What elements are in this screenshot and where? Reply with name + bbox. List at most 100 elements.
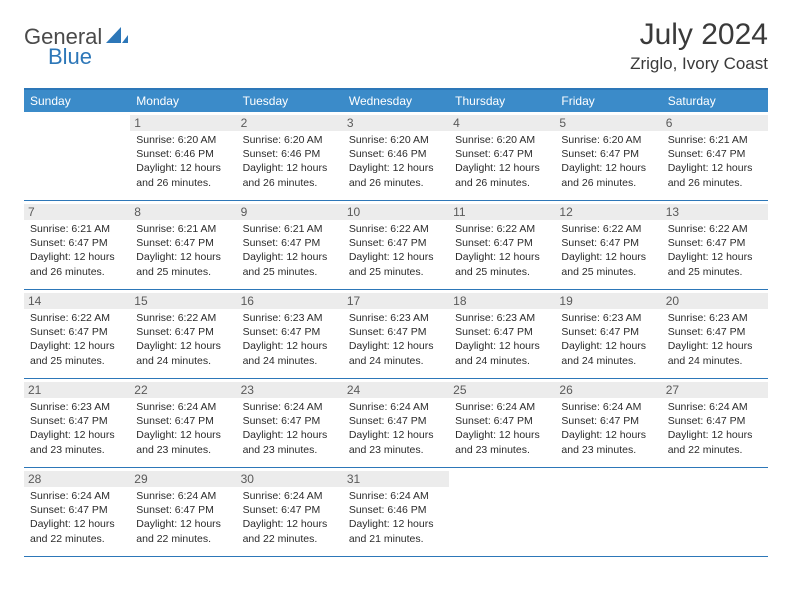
day-cell: 5Sunrise: 6:20 AMSunset: 6:47 PMDaylight… xyxy=(555,112,661,200)
day-number: 27 xyxy=(662,382,768,398)
day-cell: 9Sunrise: 6:21 AMSunset: 6:47 PMDaylight… xyxy=(237,201,343,289)
sunrise-text: Sunrise: 6:22 AM xyxy=(30,311,124,325)
day-number: 18 xyxy=(449,293,555,309)
sunset-text: Sunset: 6:47 PM xyxy=(668,325,762,339)
day-number: 3 xyxy=(343,115,449,131)
sunset-text: Sunset: 6:47 PM xyxy=(243,414,337,428)
sunset-text: Sunset: 6:47 PM xyxy=(30,325,124,339)
sunset-text: Sunset: 6:47 PM xyxy=(668,236,762,250)
day-number: 5 xyxy=(555,115,661,131)
sunset-text: Sunset: 6:47 PM xyxy=(455,414,549,428)
day-number: 31 xyxy=(343,471,449,487)
day-number: 25 xyxy=(449,382,555,398)
day-number: 23 xyxy=(237,382,343,398)
sunrise-text: Sunrise: 6:24 AM xyxy=(561,400,655,414)
day-cell: 7Sunrise: 6:21 AMSunset: 6:47 PMDaylight… xyxy=(24,201,130,289)
day-cell: 28Sunrise: 6:24 AMSunset: 6:47 PMDayligh… xyxy=(24,468,130,556)
day-cell: 17Sunrise: 6:23 AMSunset: 6:47 PMDayligh… xyxy=(343,290,449,378)
day-header-thursday: Thursday xyxy=(449,90,555,112)
daylight-text: Daylight: 12 hours and 22 minutes. xyxy=(30,517,124,545)
sunset-text: Sunset: 6:46 PM xyxy=(349,503,443,517)
sunrise-text: Sunrise: 6:24 AM xyxy=(243,400,337,414)
daylight-text: Daylight: 12 hours and 25 minutes. xyxy=(668,250,762,278)
daylight-text: Daylight: 12 hours and 22 minutes. xyxy=(243,517,337,545)
sunrise-text: Sunrise: 6:23 AM xyxy=(455,311,549,325)
calendar: Sunday Monday Tuesday Wednesday Thursday… xyxy=(24,88,768,557)
sunrise-text: Sunrise: 6:20 AM xyxy=(243,133,337,147)
day-cell: 26 Sunrise: 6:24 AMSunset: 6:47 PMDayligh… xyxy=(555,379,661,467)
daylight-text: Daylight: 12 hours and 23 minutes. xyxy=(561,428,655,456)
day-number: 10 xyxy=(343,204,449,220)
day-cell: 16Sunrise: 6:23 AMSunset: 6:47 PMDayligh… xyxy=(237,290,343,378)
sunrise-text: Sunrise: 6:22 AM xyxy=(668,222,762,236)
sunset-text: Sunset: 6:47 PM xyxy=(349,325,443,339)
day-header-wednesday: Wednesday xyxy=(343,90,449,112)
day-number: 12 xyxy=(555,204,661,220)
day-number: 30 xyxy=(237,471,343,487)
location: Zriglo, Ivory Coast xyxy=(630,54,768,74)
day-cell: 24Sunrise: 6:24 AMSunset: 6:47 PMDayligh… xyxy=(343,379,449,467)
day-cell xyxy=(662,468,768,556)
day-cell: 3 Sunrise: 6:20 AMSunset: 6:46 PMDaylight… xyxy=(343,112,449,200)
sunset-text: Sunset: 6:47 PM xyxy=(136,325,230,339)
daylight-text: Daylight: 12 hours and 26 minutes. xyxy=(243,161,337,189)
daylight-text: Daylight: 12 hours and 24 minutes. xyxy=(243,339,337,367)
day-cell: 8Sunrise: 6:21 AMSunset: 6:47 PMDaylight… xyxy=(130,201,236,289)
day-cell: 18Sunrise: 6:23 AMSunset: 6:47 PMDayligh… xyxy=(449,290,555,378)
day-number: 28 xyxy=(24,471,130,487)
week-row: 1Sunrise: 6:20 AMSunset: 6:46 PMDaylight… xyxy=(24,112,768,201)
day-cell: 23Sunrise: 6:24 AMSunset: 6:47 PMDayligh… xyxy=(237,379,343,467)
day-number: 26 xyxy=(555,382,661,398)
sunrise-text: Sunrise: 6:22 AM xyxy=(136,311,230,325)
day-cell xyxy=(24,112,130,200)
day-cell: 25 Sunrise: 6:24 AMSunset: 6:47 PMDayligh… xyxy=(449,379,555,467)
day-cell: 15Sunrise: 6:22 AMSunset: 6:47 PMDayligh… xyxy=(130,290,236,378)
day-cell: 22Sunrise: 6:24 AMSunset: 6:47 PMDayligh… xyxy=(130,379,236,467)
daylight-text: Daylight: 12 hours and 26 minutes. xyxy=(561,161,655,189)
sunrise-text: Sunrise: 6:20 AM xyxy=(455,133,549,147)
sunrise-text: Sunrise: 6:24 AM xyxy=(455,400,549,414)
sunrise-text: Sunrise: 6:21 AM xyxy=(668,133,762,147)
weeks-container: 1Sunrise: 6:20 AMSunset: 6:46 PMDaylight… xyxy=(24,112,768,557)
day-cell: 10Sunrise: 6:22 AMSunset: 6:47 PMDayligh… xyxy=(343,201,449,289)
daylight-text: Daylight: 12 hours and 23 minutes. xyxy=(455,428,549,456)
sunset-text: Sunset: 6:47 PM xyxy=(561,414,655,428)
sunset-text: Sunset: 6:46 PM xyxy=(136,147,230,161)
sunrise-text: Sunrise: 6:20 AM xyxy=(349,133,443,147)
sunset-text: Sunset: 6:46 PM xyxy=(349,147,443,161)
day-number: 17 xyxy=(343,293,449,309)
daylight-text: Daylight: 12 hours and 24 minutes. xyxy=(668,339,762,367)
sunset-text: Sunset: 6:47 PM xyxy=(30,414,124,428)
daylight-text: Daylight: 12 hours and 26 minutes. xyxy=(349,161,443,189)
daylight-text: Daylight: 12 hours and 23 minutes. xyxy=(349,428,443,456)
daylight-text: Daylight: 12 hours and 25 minutes. xyxy=(349,250,443,278)
sunrise-text: Sunrise: 6:24 AM xyxy=(136,489,230,503)
day-cell: 27Sunrise: 6:24 AMSunset: 6:47 PMDayligh… xyxy=(662,379,768,467)
day-cell: 2Sunrise: 6:20 AMSunset: 6:46 PMDaylight… xyxy=(237,112,343,200)
sunrise-text: Sunrise: 6:21 AM xyxy=(136,222,230,236)
day-header-monday: Monday xyxy=(130,90,236,112)
day-number: 22 xyxy=(130,382,236,398)
month-title: July 2024 xyxy=(630,18,768,52)
day-number: 20 xyxy=(662,293,768,309)
week-row: 28Sunrise: 6:24 AMSunset: 6:47 PMDayligh… xyxy=(24,468,768,557)
day-number: 14 xyxy=(24,293,130,309)
day-cell xyxy=(449,468,555,556)
sunrise-text: Sunrise: 6:24 AM xyxy=(30,489,124,503)
day-header-saturday: Saturday xyxy=(662,90,768,112)
week-row: 21Sunrise: 6:23 AMSunset: 6:47 PMDayligh… xyxy=(24,379,768,468)
daylight-text: Daylight: 12 hours and 25 minutes. xyxy=(30,339,124,367)
day-cell: 21Sunrise: 6:23 AMSunset: 6:47 PMDayligh… xyxy=(24,379,130,467)
sunset-text: Sunset: 6:47 PM xyxy=(136,503,230,517)
day-header-row: Sunday Monday Tuesday Wednesday Thursday… xyxy=(24,90,768,112)
sunrise-text: Sunrise: 6:24 AM xyxy=(349,489,443,503)
day-number: 13 xyxy=(662,204,768,220)
daylight-text: Daylight: 12 hours and 25 minutes. xyxy=(561,250,655,278)
daylight-text: Daylight: 12 hours and 26 minutes. xyxy=(30,250,124,278)
sunrise-text: Sunrise: 6:21 AM xyxy=(243,222,337,236)
daylight-text: Daylight: 12 hours and 23 minutes. xyxy=(30,428,124,456)
daylight-text: Daylight: 12 hours and 25 minutes. xyxy=(243,250,337,278)
sunrise-text: Sunrise: 6:20 AM xyxy=(136,133,230,147)
daylight-text: Daylight: 12 hours and 22 minutes. xyxy=(136,517,230,545)
day-cell: 12Sunrise: 6:22 AMSunset: 6:47 PMDayligh… xyxy=(555,201,661,289)
